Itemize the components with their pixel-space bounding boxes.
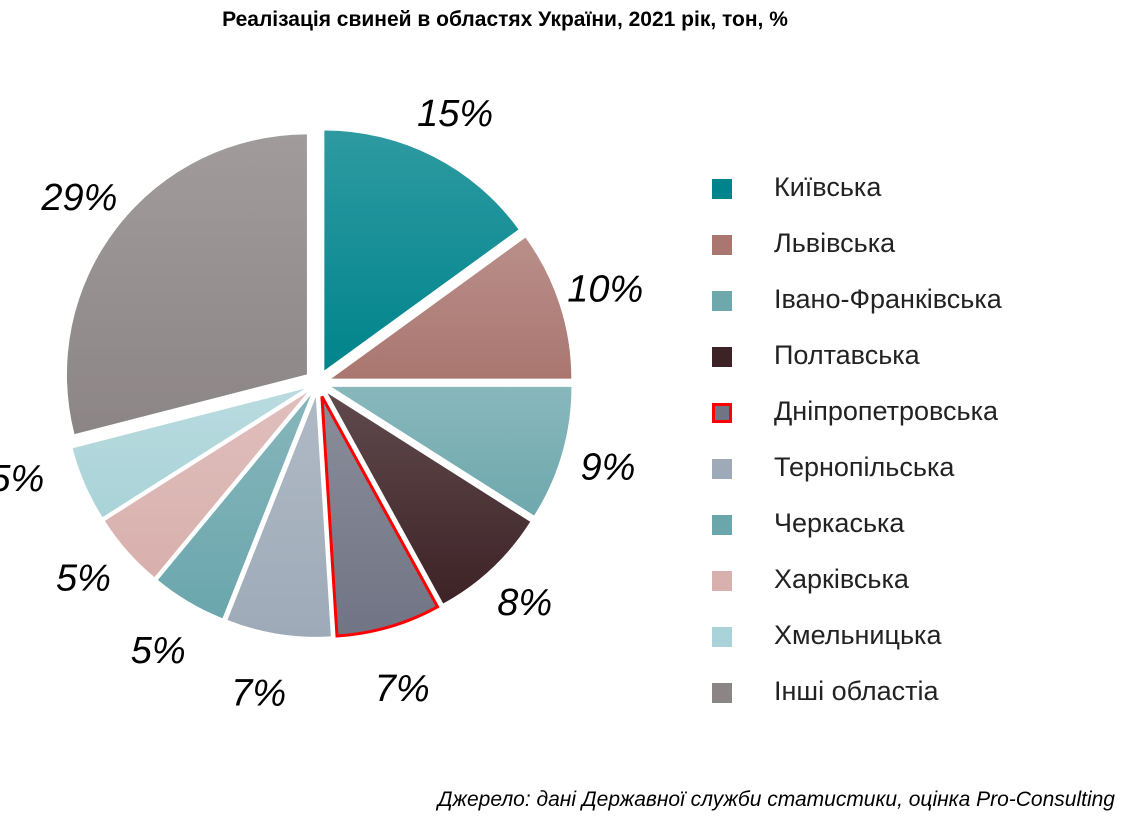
legend-label: Полтавська xyxy=(774,340,920,370)
legend-swatch xyxy=(712,403,732,423)
pie-slice xyxy=(227,396,331,637)
legend-swatch xyxy=(712,515,732,535)
legend-swatch xyxy=(712,291,732,311)
legend-label: Хмельницька xyxy=(774,620,942,650)
pie-slice xyxy=(72,388,306,518)
legend-label: Тернопільська xyxy=(774,452,955,482)
legend-swatch xyxy=(712,235,732,255)
pie-slice xyxy=(331,386,572,516)
legend-swatch xyxy=(712,179,732,199)
pie-slice xyxy=(66,134,307,435)
legend-swatch xyxy=(712,627,732,647)
legend-label: Івано-Франківська xyxy=(774,284,1002,314)
legend-label: Черкаська xyxy=(774,508,905,538)
source-note: Джерело: дані Державної служби статистик… xyxy=(437,788,1115,811)
data-label: 5% xyxy=(131,630,186,672)
legend-label: Київська xyxy=(774,172,882,202)
data-label: 15% xyxy=(417,93,493,135)
legend-label: Харківська xyxy=(774,564,909,594)
legend-swatch xyxy=(712,571,732,591)
data-label: 29% xyxy=(40,177,117,219)
data-label: 5% xyxy=(0,458,44,500)
pie-slice xyxy=(157,395,311,619)
data-label: 7% xyxy=(375,668,430,710)
legend-label: Дніпропетровська xyxy=(774,396,999,426)
data-label: 9% xyxy=(581,446,636,488)
data-label: 5% xyxy=(56,558,111,600)
data-label: 10% xyxy=(567,269,643,311)
pie-slice xyxy=(324,130,519,371)
legend-swatch xyxy=(712,683,732,703)
pie-slice xyxy=(331,237,572,379)
data-label: 8% xyxy=(497,582,552,624)
pie-data-labels: 15% 10% 9% 8% 7% 7% 5% 5% 5% 29% xyxy=(0,93,643,714)
pie-slice xyxy=(327,393,531,604)
legend-swatch xyxy=(712,347,732,367)
data-label: 7% xyxy=(231,672,286,714)
pie-slices xyxy=(66,130,572,638)
legend-label: Львівська xyxy=(774,228,896,258)
chart-title: Реалізація свиней в областях України, 20… xyxy=(222,8,788,31)
legend-swatch xyxy=(712,459,732,479)
pie-slice xyxy=(320,395,440,638)
legend-label: Інші областіа xyxy=(774,676,939,706)
pie-slice xyxy=(104,392,308,578)
